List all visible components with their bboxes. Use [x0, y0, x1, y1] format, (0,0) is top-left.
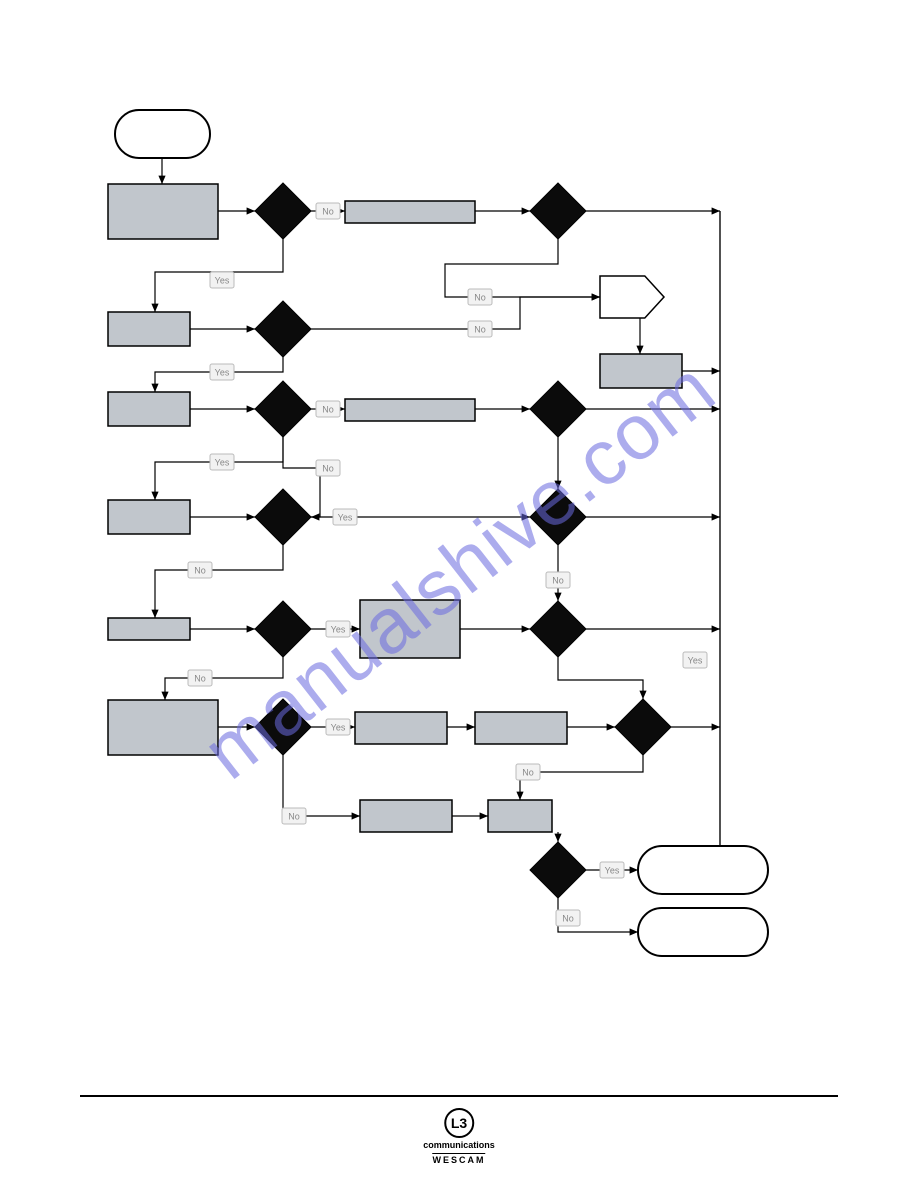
svg-text:No: No [288, 811, 300, 821]
svg-text:Yes: Yes [331, 722, 346, 732]
svg-text:No: No [322, 404, 334, 414]
logo-line-1: communications [423, 1140, 495, 1150]
svg-text:Yes: Yes [331, 624, 346, 634]
logo-line-2: WESCAM [432, 1153, 485, 1165]
svg-text:Yes: Yes [215, 367, 230, 377]
svg-text:No: No [322, 206, 334, 216]
svg-text:Yes: Yes [215, 457, 230, 467]
logo-mark: L3 [451, 1115, 467, 1131]
footer-logo: L3 communications WESCAM [423, 1108, 495, 1168]
svg-text:No: No [322, 463, 334, 473]
svg-text:No: No [474, 324, 486, 334]
svg-text:Yes: Yes [215, 275, 230, 285]
svg-text:Yes: Yes [688, 655, 703, 665]
svg-text:No: No [474, 292, 486, 302]
svg-text:Yes: Yes [605, 865, 620, 875]
flowchart-svg: No No Yes No Yes No Yes No Yes No No Yes Yes No Yes No N… [0, 0, 918, 1188]
svg-text:Yes: Yes [338, 512, 353, 522]
footer-rule [80, 1095, 838, 1097]
svg-text:No: No [522, 767, 534, 777]
page-root: manualshive.com NoNoYesNoYesNoYesNoYesNo… [0, 0, 918, 1188]
logo-circle: L3 [444, 1108, 474, 1138]
svg-text:No: No [562, 913, 574, 923]
svg-text:No: No [194, 565, 206, 575]
svg-text:No: No [194, 673, 206, 683]
svg-text:No: No [552, 575, 564, 585]
